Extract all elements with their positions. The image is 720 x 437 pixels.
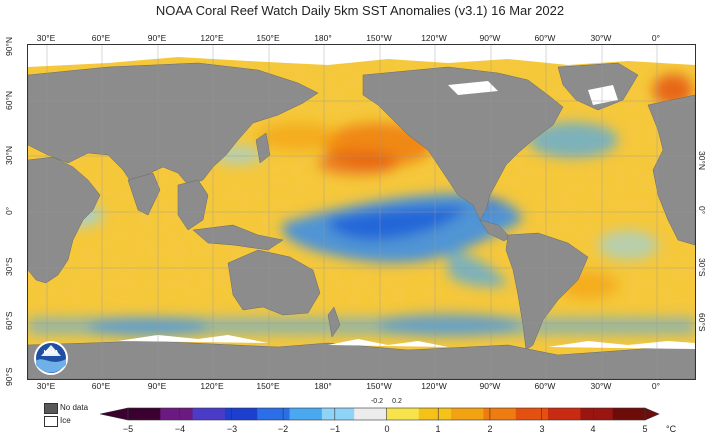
new-zealand (327, 306, 341, 338)
lat-label: 30°N (4, 146, 14, 165)
lat-label: 60°N (4, 91, 14, 110)
lon-label: 180° (314, 33, 332, 43)
colorbar-segment (515, 408, 549, 420)
lon-label: 90°W (479, 381, 501, 391)
lon-label: 30°W (590, 381, 612, 391)
colorbar (100, 407, 660, 421)
colorbar-tick: −2 (277, 424, 289, 434)
ice-label: Ice (60, 416, 71, 425)
lon-label: 30°W (590, 33, 612, 43)
colorbar-tick: 1 (435, 424, 441, 434)
no-data-swatch (44, 403, 58, 414)
indonesia (192, 224, 284, 251)
lon-label: 30°E (36, 381, 56, 391)
colorbar-segment (257, 408, 291, 420)
map-title: NOAA Coral Reef Watch Daily 5km SST Anom… (155, 3, 565, 18)
lat-label: 90°N (4, 37, 14, 56)
lon-label: 60°W (534, 381, 556, 391)
colorbar-segment (386, 408, 420, 420)
lon-label: 90°E (147, 381, 167, 391)
colorbar-segment (128, 408, 161, 420)
colorbar-segment (612, 408, 646, 420)
colorbar-segment (418, 408, 452, 420)
se-asia (177, 179, 209, 231)
lon-label: 150°E (256, 381, 280, 391)
lon-label: 150°W (366, 33, 392, 43)
colorbar-segment (580, 408, 614, 420)
colorbar-tick: 3 (539, 424, 545, 434)
colorbar-segment (451, 408, 484, 420)
colorbar-tick: 5 (642, 424, 648, 434)
lat-label: 0° (4, 206, 14, 215)
noaa-logo: NOAA (34, 341, 68, 375)
colorbar-tick: −5 (122, 424, 134, 434)
colorbar-segment (321, 408, 355, 420)
colorbar-unit: °C (666, 424, 677, 434)
lat-label: 30°S (697, 258, 707, 277)
lon-label: 60°W (534, 33, 556, 43)
colorbar-min-arrow (100, 407, 129, 421)
europe-africa-east (647, 94, 695, 246)
lat-label: 30°N (697, 151, 707, 170)
antarctica (28, 340, 695, 379)
lon-label: 60°E (91, 33, 111, 43)
no-data-label: No data (60, 403, 89, 412)
colorbar-segment (160, 408, 194, 420)
land-masses (28, 62, 695, 379)
colorbar-segment (354, 408, 387, 420)
lon-label: 0° (651, 33, 661, 43)
lat-label: 60°S (697, 313, 707, 332)
lon-label: 120°W (421, 381, 447, 391)
north-america (362, 66, 564, 221)
lon-label: 120°W (421, 33, 447, 43)
lon-label: 0° (651, 381, 661, 391)
lon-label: 180° (314, 381, 332, 391)
sst-anomaly-map: NOAA (27, 44, 696, 380)
south-america (505, 232, 589, 351)
colorbar-tick: −3 (226, 424, 238, 434)
lon-label: 90°W (479, 33, 501, 43)
lon-label: 90°E (147, 33, 167, 43)
lon-label: 60°E (91, 381, 111, 391)
colorbar-tick: −4 (174, 424, 186, 434)
colorbar-segment (483, 408, 517, 420)
colorbar-small-tick: 0.2 (392, 398, 402, 405)
africa (28, 156, 101, 284)
colorbar-tick: −1 (329, 424, 341, 434)
lon-label: 150°E (256, 33, 280, 43)
colorbar-segment (548, 408, 581, 420)
japan (255, 132, 271, 164)
eurasia (28, 62, 319, 186)
lat-label: 0° (697, 206, 707, 215)
lon-label: 30°E (36, 33, 56, 43)
colorbar-segment (289, 408, 323, 420)
india (127, 172, 161, 216)
australia (227, 249, 321, 316)
lat-label: 60°S (4, 311, 14, 330)
colorbar-tick: 0 (384, 424, 390, 434)
colorbar-small-tick: -0.2 (370, 398, 384, 405)
greenland (557, 62, 639, 111)
lon-label: 120°E (200, 381, 224, 391)
lat-label: 30°S (4, 257, 14, 276)
colorbar-segment (192, 408, 226, 420)
lon-label: 150°W (366, 381, 392, 391)
map-svg: NOAA (28, 45, 695, 379)
sea-ice (28, 45, 695, 349)
ice-swatch (44, 416, 58, 427)
colorbar-segment (224, 408, 258, 420)
central-america (479, 219, 511, 242)
lat-label: 90°S (4, 367, 14, 386)
colorbar-tick: 4 (590, 424, 596, 434)
logo-text: NOAA (44, 350, 59, 356)
colorbar-max-arrow (644, 407, 660, 421)
colorbar-tick: 2 (487, 424, 493, 434)
graticule (28, 45, 695, 379)
lon-label: 120°E (200, 33, 224, 43)
